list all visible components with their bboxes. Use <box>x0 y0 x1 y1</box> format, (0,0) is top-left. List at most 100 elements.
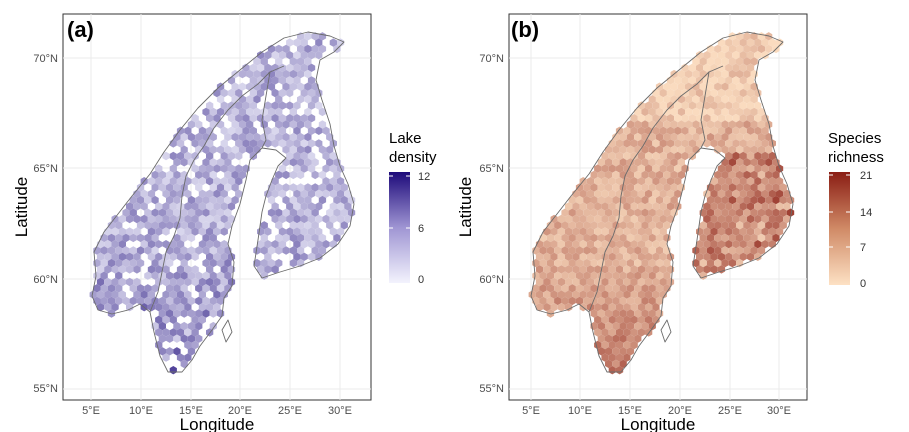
hex-cell <box>282 208 290 217</box>
hex-cell <box>96 277 105 287</box>
hex-cell <box>557 290 565 299</box>
hex-cell <box>202 258 210 268</box>
hex-cell <box>721 145 729 154</box>
hex-cell <box>750 107 758 117</box>
hex-cell <box>307 63 316 72</box>
hex-cell <box>184 177 192 186</box>
hex-cell <box>293 76 301 85</box>
hex-cell <box>293 139 301 148</box>
hex-cell <box>304 57 312 66</box>
hex-cell <box>692 120 700 129</box>
hex-cell <box>202 170 210 180</box>
hex-cell <box>663 284 671 293</box>
hex-cell <box>224 170 232 180</box>
hex-cell <box>754 101 762 110</box>
hex-cell <box>554 246 562 255</box>
hex-cell <box>278 63 287 72</box>
hex-cell <box>652 164 660 173</box>
hex-cell <box>289 132 297 142</box>
hex-cell <box>249 126 257 135</box>
hex-cell <box>96 265 105 274</box>
hex-cell <box>554 221 562 230</box>
hex-cell <box>608 164 616 173</box>
hex-cell <box>670 195 678 205</box>
hex-cell <box>626 321 635 331</box>
hex-cell <box>721 258 729 268</box>
hex-cell <box>136 221 145 230</box>
hex-cell <box>264 139 272 148</box>
hex-cell <box>710 126 718 135</box>
hex-cell <box>329 164 337 173</box>
hex-cell <box>220 277 228 287</box>
hex-cell <box>100 296 108 306</box>
hex-cell <box>242 114 250 123</box>
hex-cell <box>572 290 580 299</box>
hex-cell <box>736 82 744 91</box>
hex-cell <box>227 126 236 135</box>
hex-cell <box>568 284 576 293</box>
hex-cell <box>728 32 736 41</box>
hex-cell <box>133 202 141 211</box>
hex-cell <box>772 233 780 243</box>
hex-cell <box>663 145 671 154</box>
hex-cell <box>275 170 283 180</box>
hex-cell <box>297 82 305 91</box>
hex-cell <box>100 284 108 293</box>
hex-cell <box>612 170 620 180</box>
hex-cell <box>728 221 736 230</box>
hex-cell <box>725 189 733 198</box>
hex-cell <box>158 170 166 180</box>
hex-cell <box>289 208 297 217</box>
hex-cell <box>670 82 678 91</box>
hex-cell <box>725 126 733 135</box>
hex-cell <box>655 95 664 104</box>
hex-cell <box>224 158 232 167</box>
hex-cell <box>326 158 334 167</box>
hex-cell <box>209 145 217 154</box>
hex-cell <box>187 321 196 331</box>
hex-cell <box>275 44 283 54</box>
hex-cell <box>282 145 290 154</box>
hex-cell <box>136 195 145 205</box>
hex-cell <box>674 88 682 98</box>
hex-cell <box>746 88 755 98</box>
hex-cell <box>703 51 711 60</box>
hex-cell <box>714 208 722 217</box>
hex-cell <box>608 265 616 274</box>
hex-cell <box>158 309 166 318</box>
hex-cell <box>641 296 649 306</box>
density-hex-cells <box>89 32 356 375</box>
hex-cell <box>626 120 635 129</box>
hex-cell <box>206 189 214 198</box>
x-tick-label: 10°E <box>568 405 592 417</box>
hex-cell <box>565 202 573 211</box>
hex-cell <box>220 151 228 161</box>
hex-cell <box>278 240 287 249</box>
hex-cell <box>612 334 620 343</box>
hex-cell <box>626 347 635 356</box>
hex-cell <box>714 132 722 142</box>
hex-cell <box>630 214 638 224</box>
hex-cell <box>652 177 660 186</box>
hex-cell <box>623 277 631 287</box>
hex-cell <box>278 227 287 236</box>
hex-cell <box>736 44 744 54</box>
hex-cell <box>318 145 327 154</box>
hex-cell <box>645 265 653 274</box>
hex-cell <box>710 139 718 148</box>
hex-cell <box>340 183 348 192</box>
hex-cell <box>746 38 755 47</box>
hex-cell <box>743 170 751 180</box>
hex-cell <box>601 290 609 299</box>
hex-cell <box>129 246 137 255</box>
hex-cell <box>129 258 137 268</box>
hex-cell <box>652 151 660 161</box>
hex-cell <box>717 252 726 261</box>
hex-cell <box>297 233 305 243</box>
hex-cell <box>293 189 301 198</box>
hex-cell <box>126 214 134 224</box>
hex-cell <box>122 233 130 243</box>
hex-cell <box>601 277 609 287</box>
hex-cell <box>739 114 747 123</box>
hex-cell <box>216 95 225 104</box>
